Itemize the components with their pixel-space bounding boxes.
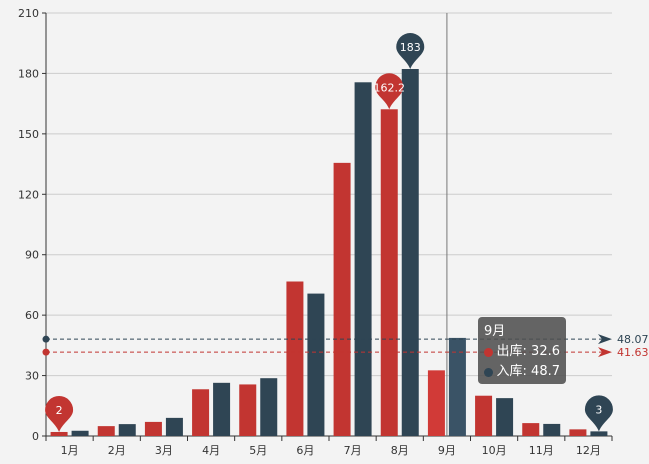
bar-out <box>569 429 587 436</box>
tooltip-title: 9月 <box>484 324 506 339</box>
y-tick-label: 60 <box>25 309 39 322</box>
bar-out <box>239 384 257 436</box>
bar-in <box>260 378 278 436</box>
bar-out <box>380 109 398 436</box>
bar-out <box>427 370 445 436</box>
bar-in <box>496 398 514 436</box>
y-tick-label: 180 <box>18 67 39 80</box>
x-tick-label: 11月 <box>529 444 554 457</box>
x-tick-label: 3月 <box>155 444 173 457</box>
bar-in <box>71 430 89 436</box>
y-tick-label: 90 <box>25 249 39 262</box>
x-tick-label: 7月 <box>344 444 362 457</box>
bar-out <box>144 421 162 436</box>
bar-out <box>475 395 493 436</box>
y-tick-label: 210 <box>18 7 39 20</box>
chart-tooltip: 9月 出库: 32.6 入库: 48.7 <box>478 317 566 384</box>
tooltip-row-out: 出库: 32.6 <box>484 342 560 362</box>
markpoint-label: 162.2 <box>374 81 406 94</box>
avg-line-arrow <box>598 334 612 345</box>
bar-out <box>97 426 115 436</box>
avg-line-label: 41.63 <box>617 346 649 359</box>
x-tick-label: 2月 <box>108 444 126 457</box>
avg-line-label: 48.07 <box>617 333 649 346</box>
bar-in <box>307 293 325 436</box>
bar-in <box>401 68 419 437</box>
bar-out <box>192 389 210 436</box>
bar-in <box>118 424 136 436</box>
markpoint-label: 3 <box>595 403 602 416</box>
x-tick-label: 8月 <box>391 444 409 457</box>
bar-in <box>590 431 608 436</box>
y-tick-label: 0 <box>32 430 39 443</box>
bar-in <box>165 417 183 436</box>
tooltip-row-in: 入库: 48.7 <box>484 362 560 382</box>
bar-out <box>50 431 68 436</box>
y-tick-label: 120 <box>18 188 39 201</box>
markpoint-pin <box>396 32 425 69</box>
markpoint-pin <box>375 73 404 110</box>
x-tick-label: 10月 <box>482 444 507 457</box>
tooltip-dot-out <box>484 347 493 357</box>
x-tick-label: 5月 <box>249 444 267 457</box>
bar-out <box>286 281 304 436</box>
bar-out <box>333 162 351 436</box>
x-tick-label: 4月 <box>202 444 220 457</box>
bar-in <box>354 82 372 436</box>
x-tick-label: 12月 <box>576 444 601 457</box>
x-tick-label: 6月 <box>296 444 314 457</box>
bar-in <box>448 337 466 436</box>
markpoint-label: 183 <box>400 41 421 54</box>
tooltip-dot-in <box>484 367 493 377</box>
y-tick-label: 30 <box>25 370 39 383</box>
bar-in <box>213 382 231 436</box>
tooltip-value-in: 入库: 48.7 <box>496 364 560 379</box>
markpoint-label: 2 <box>56 404 63 417</box>
markpoint-pin <box>45 395 74 432</box>
bar-in <box>543 423 561 436</box>
x-tick-label: 1月 <box>61 444 79 457</box>
avg-line-arrow <box>598 347 612 358</box>
tooltip-value-out: 出库: 32.6 <box>496 344 560 359</box>
y-tick-label: 150 <box>18 128 39 141</box>
bar-out <box>522 423 540 436</box>
x-tick-label: 9月 <box>438 444 456 457</box>
markpoint-pin <box>584 395 613 432</box>
